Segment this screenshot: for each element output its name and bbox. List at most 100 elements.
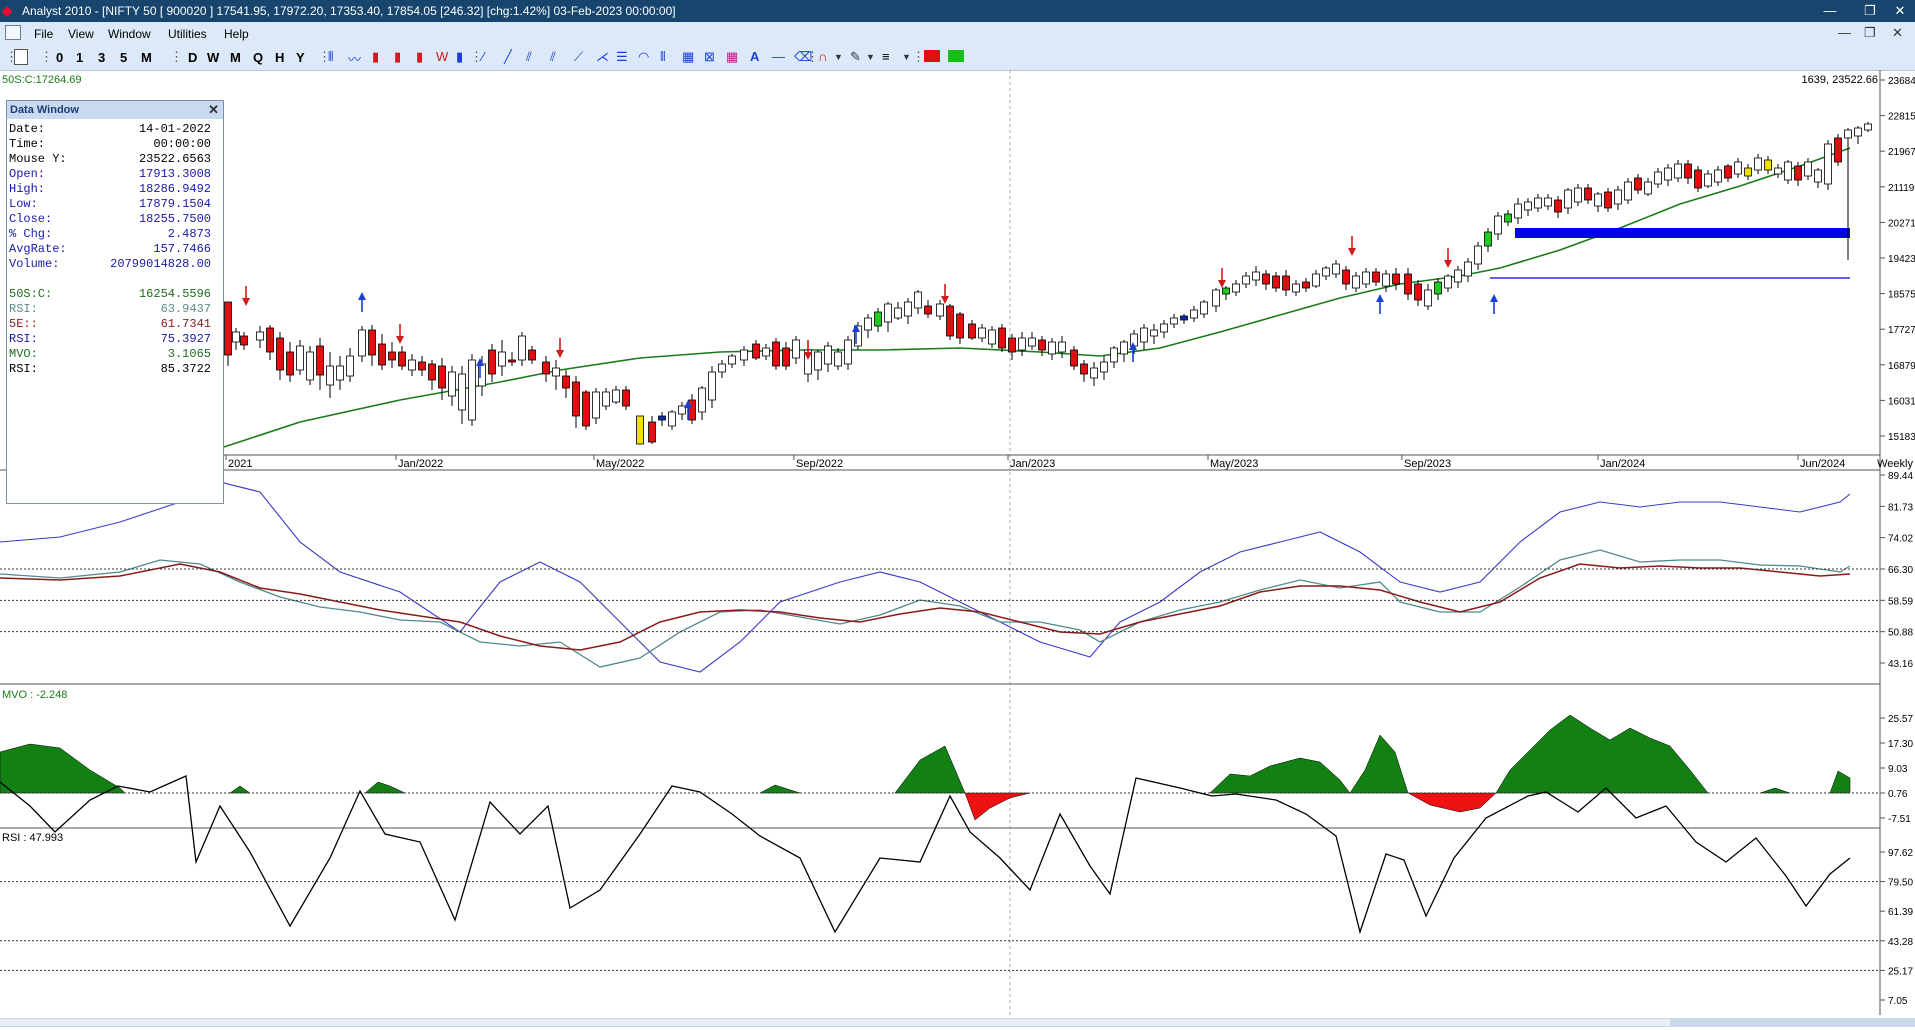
rsi-blue-line: [0, 481, 1851, 673]
line-weight-icon[interactable]: ≡: [882, 49, 890, 64]
mdi-close-button[interactable]: ✕: [1892, 25, 1903, 40]
data-window-close-button[interactable]: ✕: [208, 102, 219, 117]
buy-arrow-icon: [1129, 342, 1137, 350]
horizontal-lines-icon[interactable]: ☰: [616, 49, 628, 64]
y-tick-label: 50.88: [1888, 628, 1913, 639]
new-document-icon[interactable]: [14, 49, 28, 65]
minimize-button[interactable]: —: [1823, 3, 1837, 18]
interval-button-3min[interactable]: 3: [98, 50, 106, 65]
y-tick-label: 19423.: [1888, 254, 1915, 265]
magnet-icon[interactable]: ∩: [818, 49, 828, 64]
interval-button-1min[interactable]: 1: [76, 50, 84, 65]
cycle-lines-icon[interactable]: ⦀: [660, 49, 666, 64]
magnet-dropdown-icon[interactable]: ▼: [834, 52, 843, 62]
gann-square-icon[interactable]: ⊠: [704, 49, 715, 64]
candle-body: [1272, 275, 1280, 289]
interval-button-daily[interactable]: D: [188, 50, 198, 65]
mvo-positive-area: [229, 785, 251, 794]
menu-utilities[interactable]: Utilities: [168, 27, 207, 41]
candle-volume-icon[interactable]: ▮: [394, 49, 402, 64]
eraser-tool-icon[interactable]: ⌫: [794, 49, 813, 64]
pen-dropdown-icon[interactable]: ▼: [866, 52, 875, 62]
green-color-swatch[interactable]: [948, 50, 964, 62]
interval-button-tick[interactable]: 0: [56, 50, 64, 65]
data-window-row: High: 18286.9492: [7, 182, 223, 197]
red-color-swatch[interactable]: [924, 50, 940, 62]
candle-body: [1774, 167, 1782, 175]
mdi-restore-button[interactable]: ❐: [1864, 25, 1876, 40]
candle-body: [1332, 263, 1340, 275]
bar-chart-icon[interactable]: ⫴: [328, 49, 334, 64]
text-tool-icon[interactable]: A: [750, 49, 760, 64]
candle-body: [358, 329, 366, 357]
menu-view[interactable]: View: [68, 27, 94, 41]
candle-body: [864, 317, 872, 331]
pen-color-icon[interactable]: ✎: [850, 49, 861, 64]
arc-tool-icon[interactable]: ◠: [638, 49, 650, 64]
sell-arrow-icon: [804, 352, 812, 360]
horizontal-scrollbar[interactable]: [0, 1018, 1915, 1027]
data-window-key: Mouse Y:: [9, 152, 67, 166]
heikin-ashi-icon[interactable]: ▮: [416, 49, 424, 64]
mdi-minimize-button[interactable]: —: [1838, 25, 1851, 40]
gann-fan-icon[interactable]: ⋌: [596, 49, 609, 64]
data-window-key: RSI:: [9, 302, 38, 316]
data-window-key: RSI:: [9, 332, 38, 346]
candle-body: [1724, 165, 1732, 179]
line-tool-icon[interactable]: —: [772, 49, 785, 64]
candle-body: [368, 329, 376, 356]
interval-button-quarterly[interactable]: Q: [253, 50, 264, 65]
candle-body: [854, 325, 862, 347]
candle-body: [1312, 273, 1320, 287]
menu-window[interactable]: Window: [108, 27, 151, 41]
buy-arrow-icon: [1376, 294, 1384, 302]
data-window-row: MVO: 3.1065: [7, 347, 223, 362]
data-window-header[interactable]: Data Window ✕: [7, 101, 223, 119]
interval-button-5min[interactable]: 5: [120, 50, 128, 65]
y-tick-label: 58.59: [1888, 596, 1913, 607]
trendline-tool-icon[interactable]: ⁄: [482, 49, 485, 64]
candle-body: [914, 291, 922, 309]
renko-chart-icon[interactable]: W: [436, 49, 449, 64]
candle-body: [398, 351, 406, 367]
data-window[interactable]: Data Window ✕ Date: 14-01-2022 Time: 00:00:…: [6, 100, 224, 504]
chart-area[interactable]: 50S:C:17264.69 1639, 23522.66 Weekly 236…: [0, 70, 1915, 1027]
grid-tool-icon[interactable]: ▦: [726, 49, 739, 64]
menu-help[interactable]: Help: [224, 27, 249, 41]
interval-button-minutes[interactable]: M: [141, 50, 152, 65]
candle-body: [648, 421, 656, 443]
ray-tool-icon[interactable]: ╱: [504, 49, 512, 64]
y-tick-label: 61.39: [1888, 907, 1913, 918]
restore-button[interactable]: ❐: [1864, 3, 1876, 18]
menu-file[interactable]: File: [34, 27, 54, 41]
weight-dropdown-icon[interactable]: ▼: [902, 52, 911, 62]
candlestick-series: [224, 122, 1872, 445]
candle-body: [286, 351, 294, 376]
y-tick-label: -7.51: [1888, 814, 1911, 825]
candle-body: [1514, 203, 1522, 219]
parallel-line-icon[interactable]: ⫽: [550, 49, 556, 64]
candlestick-chart-icon[interactable]: ▮: [372, 49, 380, 64]
data-window-row: [7, 272, 223, 287]
chart-canvas[interactable]: 50S:C:17264.69 1639, 23522.66 Weekly 236…: [0, 70, 1915, 1027]
scrollbar-thumb[interactable]: [0, 1019, 1670, 1026]
candle-body: [1048, 341, 1056, 355]
line-chart-icon[interactable]: 〰: [348, 52, 362, 67]
gann-grid-icon[interactable]: ▦: [682, 49, 695, 64]
toolbar: ⋮ ⋮ 0 1 3 5 M ⋮ D W M Q H Y ⋮ ⫴ 〰 ▮ ▮ ▮ …: [0, 44, 1915, 71]
close-button[interactable]: ✕: [1894, 3, 1906, 18]
speed-line-icon[interactable]: ⟋: [574, 49, 584, 64]
candle-body: [346, 355, 354, 377]
channel-tool-icon[interactable]: ⫽: [526, 49, 532, 64]
data-window-value: 20799014828.00: [110, 257, 211, 271]
y-tick-label: 21967.: [1888, 147, 1915, 158]
interval-button-yearly[interactable]: Y: [296, 50, 305, 65]
candle-body: [1028, 337, 1036, 347]
candle-body: [388, 351, 396, 361]
interval-button-monthly[interactable]: M: [230, 50, 241, 65]
interval-button-weekly[interactable]: W: [207, 50, 220, 65]
interval-button-halfyearly[interactable]: H: [275, 50, 285, 65]
candle-body: [678, 405, 686, 415]
point-figure-icon[interactable]: ▮: [456, 49, 464, 64]
document-menu-icon[interactable]: [5, 25, 21, 40]
